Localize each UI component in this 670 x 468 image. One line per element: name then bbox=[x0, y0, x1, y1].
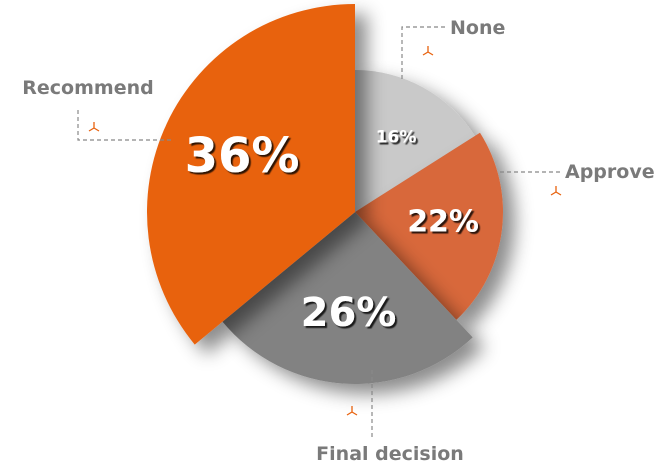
pie-slice bbox=[146, 4, 355, 345]
value-label: 16% bbox=[376, 127, 417, 147]
leader-line bbox=[77, 110, 172, 141]
pie-slice bbox=[355, 132, 503, 320]
icon bbox=[88, 122, 100, 132]
icon bbox=[422, 46, 434, 56]
leaders bbox=[77, 26, 562, 440]
icon bbox=[550, 186, 562, 196]
icon bbox=[346, 406, 358, 416]
category-label: None bbox=[450, 17, 505, 39]
pie-slice bbox=[355, 70, 475, 212]
leader-line bbox=[401, 26, 445, 80]
value-label: 36% bbox=[185, 128, 300, 184]
category-label: Final decision bbox=[316, 443, 464, 465]
value-label: 26% bbox=[301, 290, 397, 336]
pie-slice bbox=[222, 212, 473, 384]
category-label: Recommend bbox=[22, 77, 153, 99]
value-label: 22% bbox=[407, 205, 479, 240]
category-label: Approve bbox=[565, 161, 655, 183]
pie bbox=[146, 4, 503, 384]
